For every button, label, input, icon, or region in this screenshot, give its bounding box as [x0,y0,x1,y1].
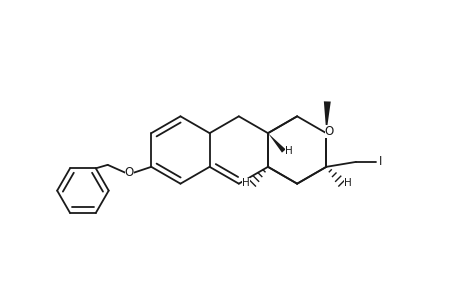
Polygon shape [268,133,285,153]
Polygon shape [323,101,330,133]
Text: O: O [124,166,134,179]
Text: I: I [378,155,382,168]
Text: O: O [324,125,333,138]
Text: H: H [242,178,250,188]
Text: H: H [284,146,292,156]
Text: H: H [343,178,351,188]
